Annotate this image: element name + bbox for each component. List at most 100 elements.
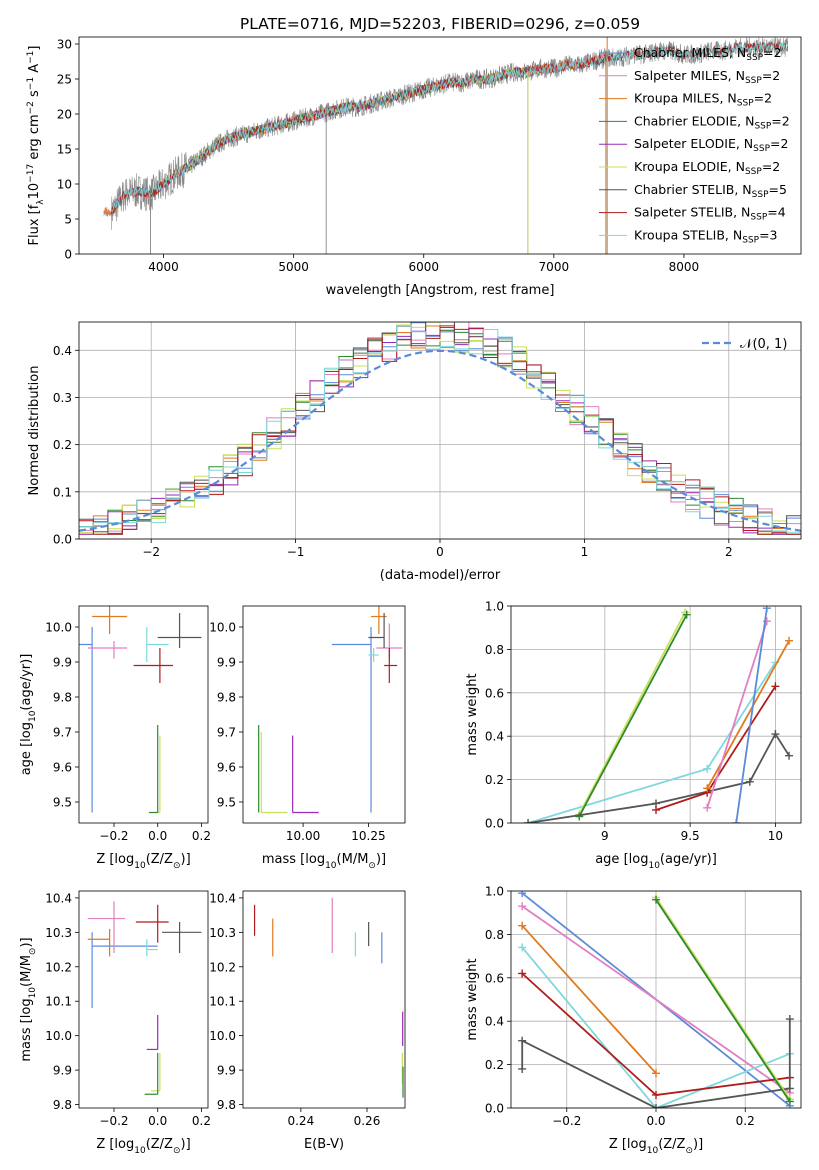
weight-marker-salpeter_miles [703, 803, 712, 812]
legend-label-rest: =2 [762, 159, 780, 174]
weight-marker-salpeter_miles [518, 902, 527, 911]
weight-marker-chabrier_stelib [785, 1084, 794, 1093]
y-tick-label: 9.8 [217, 691, 236, 705]
legend-label-normal: 𝒩(0, 1) [740, 337, 787, 352]
z_age-axes: −0.2 0.0 0.29.59.69.79.89.910.0Z [log10(Z/… [19, 605, 211, 871]
hist-step-salpeter_stelib [79, 325, 801, 535]
z_mass-plot [87, 901, 202, 1095]
weight-marker-kroupa_stelib [518, 943, 527, 952]
y-tick-label: 9.9 [53, 1064, 72, 1078]
weight-marker-salpeter_stelib [771, 682, 780, 691]
x-axis-label-part: ⊙ [368, 861, 376, 871]
residuals-plot [79, 322, 801, 535]
y-axis-label: Flux [fλ10−17 erg cm−2 s−1 A−1] [26, 46, 46, 246]
y-tick-label: 9.7 [217, 726, 236, 740]
residuals-axes: −2 −1 0 1 2 0.0 0.1 0.2 0.3 0.4 𝒩(0, 1) (data-model… [27, 321, 802, 583]
y-axis-label-part: age [log [19, 722, 34, 775]
z_mass-panel: −0.2 0.0 0.2 9.8 9.9 10.0 10.1 10.2 10.3 10.4 Z [l… [19, 890, 211, 1156]
weight-marker-chabrier_elodie [652, 895, 660, 904]
y-axis-label-part: erg cm [27, 114, 42, 163]
x-axis-label: mass [log10(M/M⊙)] [262, 852, 386, 871]
x-tick-label: 0.2 [736, 1114, 755, 1128]
legend-label: Salpeter MILES, NSSP=2 [634, 68, 780, 86]
y-axis-label-part: λ [36, 199, 46, 205]
x-axis-label-part: 10 [134, 1146, 146, 1156]
y-axis-label-part: Flux [f [27, 204, 42, 245]
x-tick-label: 8000 [669, 260, 700, 274]
x-axis-label-part: )] [181, 1137, 191, 1152]
legend-label-main: Kroupa ELODIE, N [634, 159, 745, 174]
y-tick-label: 10.1 [45, 995, 72, 1009]
legend-label-sub: SSP [742, 235, 759, 245]
model-line-chabrier_miles [103, 54, 606, 217]
x-axis-label: (data-model)/error [380, 568, 501, 583]
z_age-plot [79, 606, 202, 814]
z_age-frame [78, 605, 209, 824]
weight-marker-chabrier_stelib [771, 730, 780, 739]
y-tick-label: 0.2 [53, 438, 72, 452]
legend-label-rest: =2 [771, 113, 789, 128]
x-axis-label-part: ⊙ [173, 1146, 181, 1156]
y-tick-label: 9.9 [53, 656, 72, 670]
weight-marker-chabrier_stelib [652, 1104, 660, 1108]
y-tick-label: 0.8 [485, 643, 504, 657]
y-tick-label: 9.9 [217, 656, 236, 670]
weight-line-kroupa_elodie [655, 897, 791, 1100]
legend-label-sub: SSP [737, 99, 754, 109]
x-axis-label-part: )] [376, 852, 386, 867]
y-tick-label: 15 [57, 143, 72, 157]
x-axis-label-part: age [log [595, 852, 648, 867]
spectrum-axes: 4000 5000 6000 7000 8000 0 5 10 15 20 25 30 waveleng… [26, 36, 802, 298]
x-axis-label-part: Z [log [609, 1137, 647, 1152]
y-tick-label: 9.8 [53, 1098, 72, 1112]
hist-step-chabrier_stelib [79, 322, 801, 534]
hist-step-chabrier_elodie [79, 322, 801, 535]
y-tick-label: 20 [57, 108, 72, 122]
legend-label-main: Chabrier MILES, N [634, 45, 746, 60]
y-axis-label-part: mass [log [19, 998, 34, 1061]
spectrum-plot [103, 37, 789, 254]
y-tick-label: 1.0 [485, 600, 504, 614]
y-tick-label: 9.5 [217, 796, 236, 810]
model-line-kroupa_elodie [150, 66, 528, 200]
legend-label-sub: SSP [745, 167, 762, 177]
y-axis-label: mass [log10(M/M⊙)] [19, 937, 38, 1061]
y-axis-label-part: (M/M [19, 955, 34, 987]
x-tick-label: 0.2 [192, 829, 211, 843]
x-axis-label-part: (Z/Z [146, 1137, 173, 1152]
x-tick-label: 0.0 [646, 1114, 665, 1128]
y-tick-label: 0.0 [485, 817, 504, 831]
y-tick-label: 0.3 [53, 391, 72, 405]
legend-label-main: Salpeter MILES, N [634, 68, 745, 83]
legend-label: Salpeter ELODIE, NSSP=2 [634, 136, 788, 154]
y-tick-label: 0.0 [485, 1102, 504, 1116]
y-tick-label: 9.7 [53, 726, 72, 740]
x-tick-label: 6000 [408, 260, 439, 274]
model-line-kroupa_miles [103, 54, 606, 217]
x-tick-label: 0.24 [287, 1114, 314, 1128]
z_mass-frame [78, 890, 209, 1109]
x-tick-label: −0.2 [552, 1114, 581, 1128]
y-tick-label: 9.6 [53, 761, 72, 775]
weight-marker-salpeter_stelib [652, 1090, 660, 1099]
x-axis-label-part: (Z/Z [146, 852, 173, 867]
x-tick-label: 5000 [278, 260, 309, 274]
legend-label-sub: SSP [752, 190, 769, 200]
y-tick-label: 0.4 [485, 1015, 504, 1029]
legend-label-main: Chabrier STELIB, N [634, 182, 752, 197]
x-axis-label: Z [log10(Z/Z⊙)] [96, 852, 190, 871]
model-line-chabrier_elodie [150, 66, 528, 197]
x-axis-label-part: (age/yr)] [660, 852, 717, 867]
weight-marker-salpeter_stelib [652, 805, 660, 814]
x-axis-label: age [log10(age/yr)] [595, 852, 717, 871]
y-axis-label-part: (age/yr)] [19, 654, 34, 711]
y-tick-label: 9.5 [53, 796, 72, 810]
weight-line-chabrier_miles [735, 608, 768, 823]
x-tick-label: 0.26 [354, 1114, 381, 1128]
legend-label-sub: SSP [750, 213, 767, 223]
data-spectrum-line [111, 37, 789, 230]
y-axis-label: Normed distribution [27, 366, 42, 496]
weight-line-chabrier_elodie [578, 614, 688, 817]
x-axis-label-part: ⊙ [173, 861, 181, 871]
spectrum-frame [78, 36, 802, 255]
